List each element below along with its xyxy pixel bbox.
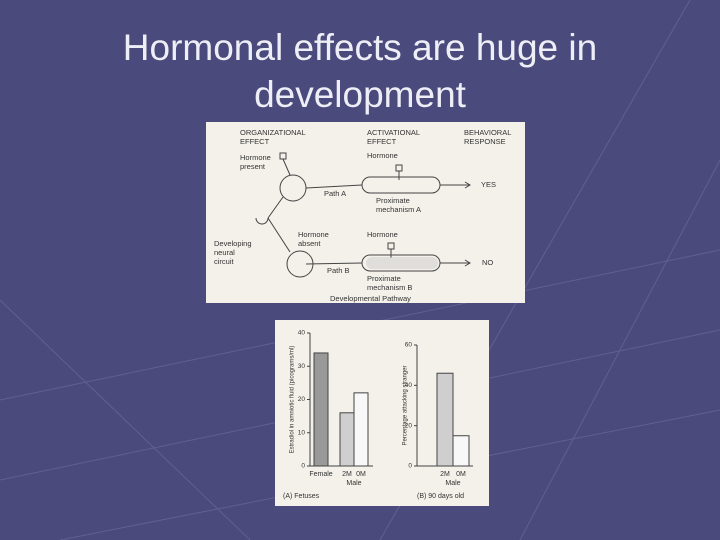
y-tick-label: 10 [298,429,306,436]
diagram-label: Hormone [367,230,398,239]
diagram-label: Developing [214,239,252,248]
diagram-shapes [255,152,471,278]
diagram-label: BEHAVIORAL [464,128,511,137]
diagram-label: present [240,162,266,171]
diagram-label: mechanism A [376,205,421,214]
y-axis-label: Percentage attacking stranger [403,365,409,445]
diagram-label: absent [298,239,321,248]
diagram-label: Path B [327,266,350,275]
y-tick-label: 20 [298,396,306,403]
x-tick-label: 2M [440,471,450,478]
diagram-label: circuit [214,257,235,266]
caption: (B) 90 days old [417,493,464,500]
bar [436,372,454,467]
x-tick-label: 2M [342,471,352,478]
y-axis-label: Estradiol in amniotic fluid (picograms/m… [290,346,296,454]
bar [313,352,329,467]
diagram-label: Proximate [376,196,410,205]
diagram-label: EFFECT [240,137,270,146]
diagram-image [206,122,525,303]
diagram-label: RESPONSE [464,137,506,146]
y-tick-label: 40 [298,330,306,337]
diagram-label: Proximate [367,274,401,283]
slide-title: Hormonal effects are huge in development [122,27,598,115]
caption: (A) Fetuses [283,493,320,500]
y-tick-label: 0 [408,463,412,470]
capsule-shade [366,257,438,269]
y-tick-label: 60 [405,342,413,349]
x-tick-label: 0M [456,471,466,478]
diagram-label: Hormone [298,230,329,239]
bar [353,392,369,467]
group-label: Male [346,480,361,487]
diagram-label: Path A [324,189,346,198]
diagram-label: Developmental Pathway [330,294,411,303]
group-label: Male [445,480,460,487]
chart-image [275,320,489,506]
diagram-label: mechanism B [367,283,412,292]
diagram-label: ORGANIZATIONAL [240,128,306,137]
y-tick-label: 20 [405,422,413,429]
diagram-label: NO [482,258,493,267]
y-tick-label: 40 [405,382,413,389]
diagram-label: EFFECT [367,137,397,146]
diagram-label: ACTIVATIONAL [367,128,420,137]
bar [339,412,355,467]
bar [452,435,470,467]
diagram-label: neural [214,248,235,257]
y-tick-label: 30 [298,363,306,370]
x-tick-label: Female [309,471,332,478]
diagram-label: YES [481,180,496,189]
x-tick-label: 0M [356,471,366,478]
diagram-label: Hormone [240,153,271,162]
diagram-label: Hormone [367,151,398,160]
y-tick-label: 0 [301,463,305,470]
